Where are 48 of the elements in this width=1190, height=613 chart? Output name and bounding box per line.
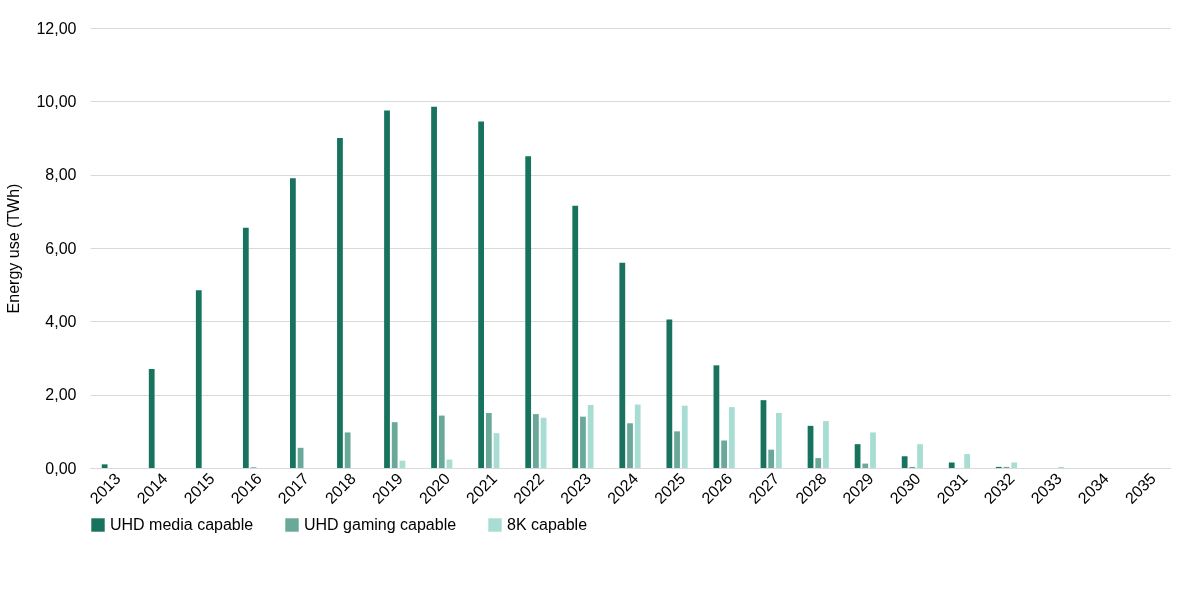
bar [580, 416, 586, 468]
y-tick-label: 2,00 [45, 386, 77, 404]
bar [195, 290, 202, 468]
bar [768, 449, 775, 468]
bar [242, 227, 249, 468]
bar [627, 423, 633, 468]
bar [815, 458, 822, 468]
bar [728, 407, 735, 468]
bar [485, 413, 492, 468]
bar [948, 462, 955, 468]
bar [721, 440, 728, 468]
bar [431, 106, 437, 468]
bar [917, 444, 923, 468]
y-tick-label: 0,00 [45, 459, 77, 477]
bar [681, 405, 688, 468]
legend-label: 8K capable [507, 516, 588, 533]
bar [901, 456, 908, 468]
bar [619, 262, 626, 468]
bar [384, 110, 390, 468]
bar [823, 421, 829, 468]
bar [674, 431, 680, 468]
y-axis-title: Energy use (TWh) [5, 183, 23, 314]
legend-label: UHD gaming capable [304, 516, 457, 533]
bar [101, 464, 108, 468]
y-tick-label: 8,00 [45, 166, 77, 184]
bar [775, 413, 782, 468]
bar [964, 454, 970, 468]
bar [478, 121, 485, 468]
y-tick-label: 4,00 [45, 312, 77, 330]
y-tick-label: 12,00 [36, 19, 77, 37]
legend-label: UHD media capable [110, 516, 254, 533]
y-tick-label: 10,00 [36, 92, 77, 110]
bar [337, 138, 343, 468]
bar [438, 415, 445, 468]
bar [148, 369, 155, 468]
bar [391, 422, 398, 468]
bar [666, 319, 673, 468]
bar [587, 404, 594, 468]
bar [525, 156, 532, 468]
bar [572, 205, 579, 468]
bar [1011, 462, 1018, 468]
bar [870, 432, 876, 468]
bar [862, 463, 869, 468]
bar [344, 432, 351, 468]
bar [290, 178, 296, 468]
bar [532, 414, 539, 468]
bar [634, 404, 641, 468]
y-tick-label: 6,00 [45, 239, 77, 257]
